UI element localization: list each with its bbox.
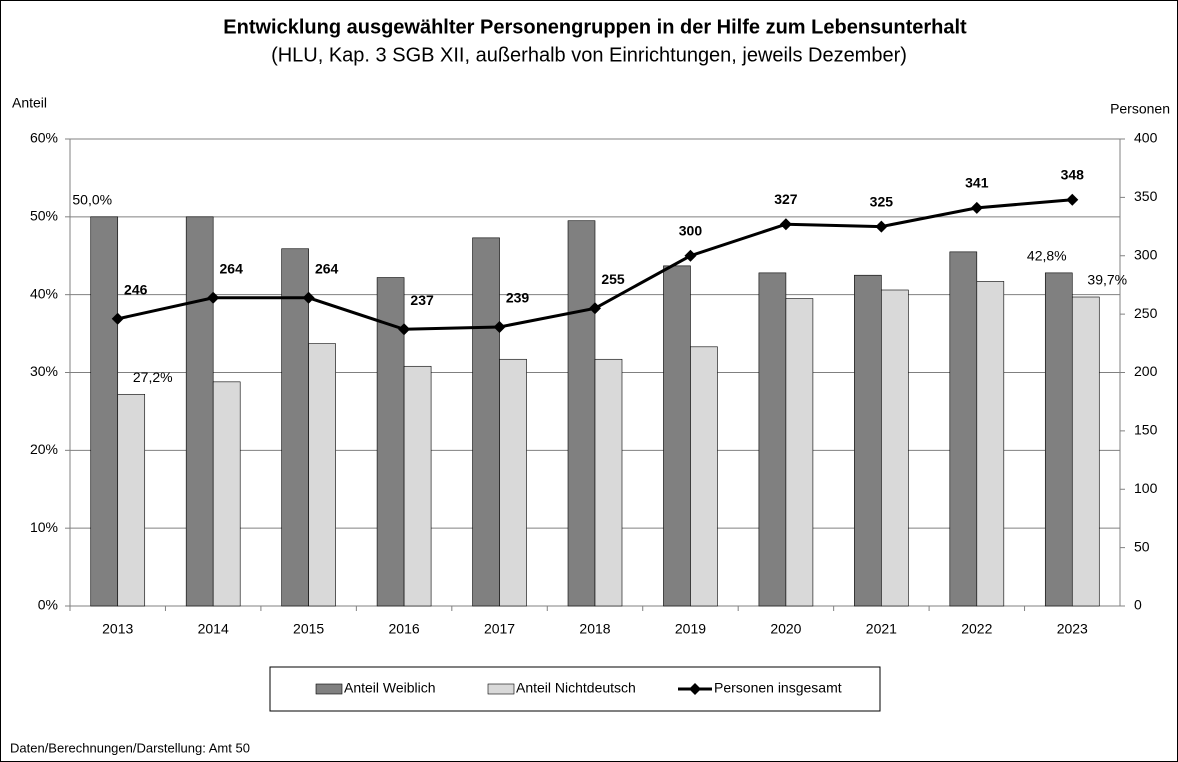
data-label: 325 xyxy=(870,193,894,209)
y2-tick-label: 400 xyxy=(1134,130,1158,146)
bar xyxy=(281,248,309,607)
line-marker xyxy=(875,220,888,233)
bar xyxy=(1044,272,1073,607)
bar xyxy=(185,216,214,607)
legend-swatch xyxy=(315,683,343,695)
data-label: 237 xyxy=(410,292,434,308)
y2-tick-label: 0 xyxy=(1134,597,1142,613)
data-label: 341 xyxy=(965,175,989,191)
line-marker xyxy=(684,249,697,262)
x-tick-label: 2020 xyxy=(770,621,801,637)
legend-swatch xyxy=(487,683,515,695)
data-label: 264 xyxy=(315,260,339,276)
chart-subtitle: (HLU, Kap. 3 SGB XII, außerhalb von Einr… xyxy=(271,44,907,66)
line-marker xyxy=(398,323,411,336)
x-tick-label: 2023 xyxy=(1057,621,1088,637)
x-tick-label: 2013 xyxy=(102,621,133,637)
y2-tick-label: 100 xyxy=(1134,480,1158,496)
note: Daten/Berechnungen/Darstellung: Amt 50 xyxy=(10,740,250,755)
bar xyxy=(499,358,527,607)
data-label: 27,2% xyxy=(133,369,173,385)
bar xyxy=(308,343,336,607)
bar xyxy=(881,289,909,607)
data-label: 300 xyxy=(679,222,703,238)
data-label: 239 xyxy=(506,290,530,306)
bar xyxy=(212,381,241,607)
bar xyxy=(594,358,623,607)
y-axis-label: Anteil xyxy=(12,95,47,111)
bar xyxy=(403,365,432,607)
bar xyxy=(949,251,978,607)
y-tick-label: 60% xyxy=(30,130,58,146)
legend-label: Anteil Weiblich xyxy=(344,680,436,696)
bar xyxy=(690,346,718,607)
y-tick-label: 20% xyxy=(30,441,58,457)
bar xyxy=(1071,296,1100,607)
line-marker xyxy=(1066,193,1079,206)
bar xyxy=(758,272,787,607)
x-tick-label: 2014 xyxy=(198,621,229,637)
bar xyxy=(90,216,119,607)
bar xyxy=(976,281,1005,607)
y2-tick-label: 250 xyxy=(1134,305,1158,321)
x-tick-label: 2019 xyxy=(675,621,706,637)
bar xyxy=(785,298,814,607)
y2-tick-label: 150 xyxy=(1134,422,1158,438)
data-label: 50,0% xyxy=(72,192,112,208)
data-label: 327 xyxy=(774,191,798,207)
data-label: 264 xyxy=(220,260,244,276)
x-tick-label: 2017 xyxy=(484,621,515,637)
y2-axis-label: Personen xyxy=(1110,101,1170,117)
data-label: 42,8% xyxy=(1027,248,1067,264)
data-label: 246 xyxy=(124,281,148,297)
data-label: 348 xyxy=(1061,166,1085,182)
y-tick-label: 30% xyxy=(30,363,58,379)
y2-tick-label: 300 xyxy=(1134,246,1158,262)
legend-box xyxy=(269,666,881,712)
line-marker xyxy=(779,218,792,231)
y-tick-label: 10% xyxy=(30,519,58,535)
bar xyxy=(663,265,691,607)
bar xyxy=(567,220,596,607)
y-tick-label: 40% xyxy=(30,285,58,301)
data-label: 39,7% xyxy=(1087,272,1127,288)
y2-tick-label: 200 xyxy=(1134,363,1158,379)
line-marker xyxy=(589,302,601,315)
bar xyxy=(472,237,500,607)
x-tick-label: 2016 xyxy=(389,621,420,637)
line-marker xyxy=(302,291,315,304)
chart-title: Entwicklung ausgewählter Personengruppen… xyxy=(223,16,967,38)
line-marker xyxy=(207,291,220,304)
x-tick-label: 2021 xyxy=(866,621,897,637)
y-tick-label: 50% xyxy=(30,208,58,224)
bar xyxy=(854,274,882,607)
line-marker xyxy=(111,312,124,325)
y2-tick-label: 50 xyxy=(1134,538,1150,554)
x-tick-label: 2015 xyxy=(293,621,324,637)
legend-label: Personen insgesamt xyxy=(714,680,842,696)
data-label: 255 xyxy=(601,271,625,287)
x-tick-label: 2022 xyxy=(961,621,992,637)
line-marker xyxy=(493,320,506,333)
y2-tick-label: 350 xyxy=(1134,188,1158,204)
y-tick-label: 0% xyxy=(38,597,58,613)
x-tick-label: 2018 xyxy=(579,621,610,637)
legend-label: Anteil Nichtdeutsch xyxy=(516,680,636,696)
bar xyxy=(117,393,146,607)
line-marker xyxy=(970,201,983,214)
legend-marker xyxy=(689,683,701,695)
